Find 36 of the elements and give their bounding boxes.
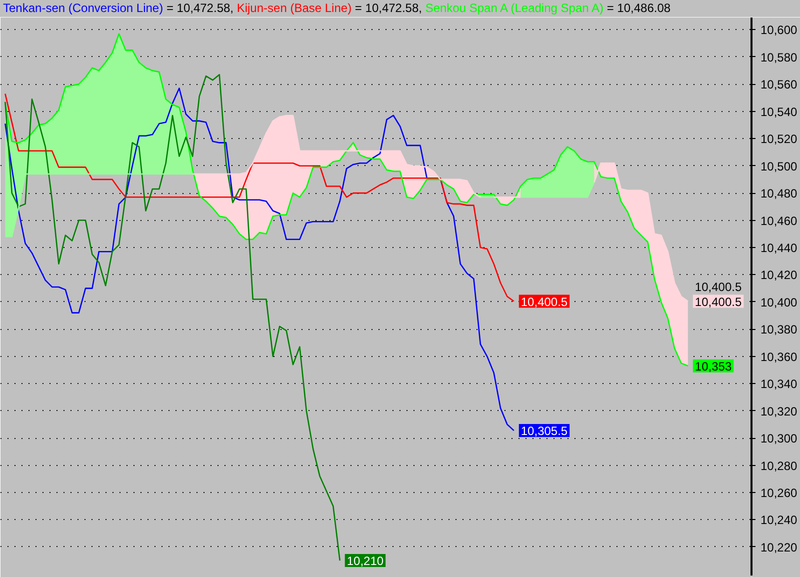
line-series — [4, 74, 341, 562]
data-label: 10,400.5 — [694, 294, 742, 309]
y-tick-label: 10,240 — [760, 513, 798, 528]
data-label: 10,353 — [694, 359, 732, 374]
y-tick-label: 10,440 — [760, 241, 798, 256]
y-tick-label: 10,300 — [760, 432, 798, 446]
line-series — [4, 33, 689, 367]
text: Kijun-sen (Base Line) — [236, 1, 352, 15]
line-series — [4, 88, 515, 432]
y-tick-label: 10,540 — [760, 104, 798, 119]
y-tick-label: 10,560 — [760, 78, 798, 92]
y-tick-label: 10,400 — [760, 295, 798, 310]
y-tick-label: 10,460 — [760, 214, 798, 228]
y-tick-label: 10,500 — [760, 159, 798, 174]
y-tick-label: 10,320 — [760, 404, 798, 418]
y-tick-label: 10,580 — [760, 50, 798, 64]
data-label: 10,305.5 — [520, 424, 568, 438]
y-tick-label: 10,260 — [760, 486, 798, 500]
text: 10,400.5 — [694, 280, 742, 294]
y-tick-label: 10,340 — [760, 377, 798, 392]
line-series — [4, 93, 515, 302]
y-tick-label: 10,420 — [760, 268, 798, 282]
y-tick-label: 10,480 — [760, 186, 798, 201]
y-tick-label: 10,520 — [760, 132, 798, 146]
text: Senkou Span A (Leading Span A) — [425, 1, 604, 15]
y-tick-label: 10,600 — [760, 23, 798, 38]
y-tick-label: 10,220 — [760, 540, 798, 554]
y-tick-label: 10,280 — [760, 458, 798, 473]
y-tick-label: 10,360 — [760, 350, 798, 364]
text: Tenkan-sen (Conversion Line) — [3, 1, 164, 15]
y-tick-label: 10,380 — [760, 322, 798, 337]
data-label: 10,210 — [346, 554, 384, 568]
text: = 10,486.08 — [606, 1, 671, 15]
text: = 10,472.58, — [166, 1, 234, 15]
text: = 10,472.58, — [354, 1, 422, 15]
data-label: 10,400.5 — [520, 294, 568, 309]
